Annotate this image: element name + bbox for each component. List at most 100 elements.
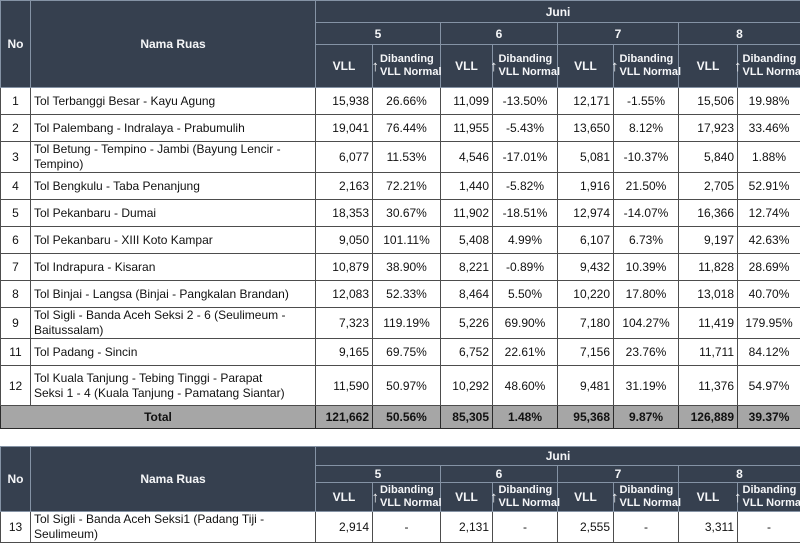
vll-value: 1,440 [441, 173, 493, 200]
vll-value: 10,292 [441, 366, 493, 406]
day-header: 8 [679, 23, 800, 45]
pct-vs-normal-value: 84.12% [738, 339, 800, 366]
pct-vs-normal-value: -10.37% [614, 142, 679, 173]
col-header-vll: VLL [316, 483, 373, 512]
vll-value: 16,366 [679, 200, 738, 227]
vll-value: 15,938 [316, 88, 373, 115]
pct-vs-normal-value: 30.67% [373, 200, 441, 227]
pct-vs-normal-value: 50.97% [373, 366, 441, 406]
pct-vs-normal-value: 11.53% [373, 142, 441, 173]
road-name: Tol Padang - Sincin [31, 339, 316, 366]
vll-value: 9,481 [558, 366, 614, 406]
dibanding-label-line1: Dibanding [743, 484, 800, 497]
dibanding-label-line2: VLL Normal [380, 66, 442, 79]
day-header: 7 [558, 23, 679, 45]
vll-value: 13,018 [679, 281, 738, 308]
pct-vs-normal-value: 38.90% [373, 254, 441, 281]
day-header: 7 [558, 466, 679, 483]
road-name: Tol Sigli - Banda Aceh Seksi 2 - 6 (Seul… [31, 308, 316, 339]
day-header: 6 [441, 23, 558, 45]
vll-value: 5,226 [441, 308, 493, 339]
vll-value: 9,050 [316, 227, 373, 254]
road-name: Tol Pekanbaru - XIII Koto Kampar [31, 227, 316, 254]
up-arrow-icon: ↑ [490, 59, 498, 74]
vll-value: 2,705 [679, 173, 738, 200]
pct-vs-normal-value: -5.82% [493, 173, 558, 200]
vll-value: 4,546 [441, 142, 493, 173]
day-header: 5 [316, 466, 441, 483]
total-vll-value: 95,368 [558, 406, 614, 429]
pct-vs-normal-value: -0.89% [493, 254, 558, 281]
vll-value: 10,220 [558, 281, 614, 308]
vll-value: 7,323 [316, 308, 373, 339]
dibanding-label-line2: VLL Normal [619, 497, 681, 510]
vll-value: 11,828 [679, 254, 738, 281]
up-arrow-icon: ↑ [371, 490, 379, 505]
vll-value: 19,041 [316, 115, 373, 142]
vll-value: 13,650 [558, 115, 614, 142]
pct-vs-normal-value: 8.12% [614, 115, 679, 142]
road-name: Tol Kuala Tanjung - Tebing Tinggi - Para… [31, 366, 316, 406]
road-name: Tol Sigli - Banda Aceh Seksi1 (Padang Ti… [31, 512, 316, 543]
vll-value: 3,311 [679, 512, 738, 543]
pct-vs-normal-value: 12.74% [738, 200, 800, 227]
col-header-no: No [1, 1, 31, 88]
pct-vs-normal-value: 72.21% [373, 173, 441, 200]
road-name-line2: Seksi 1 - 4 (Kuala Tanjung - Pamatang Si… [34, 386, 312, 401]
pct-vs-normal-value: 40.70% [738, 281, 800, 308]
vll-value: 10,879 [316, 254, 373, 281]
up-arrow-icon: ↑ [611, 59, 619, 74]
pct-vs-normal-value: 5.50% [493, 281, 558, 308]
pct-vs-normal-value: 1.88% [738, 142, 800, 173]
col-header-vll: VLL [441, 45, 493, 88]
vll-value: 11,099 [441, 88, 493, 115]
vll-value: 5,081 [558, 142, 614, 173]
total-pct-value: 50.56% [373, 406, 441, 429]
pct-vs-normal-value: 179.95% [738, 308, 800, 339]
pct-vs-normal-value: 42.63% [738, 227, 800, 254]
pct-vs-normal-value: 19.98% [738, 88, 800, 115]
dibanding-label-line1: Dibanding [498, 53, 560, 66]
col-header-vll: VLL [316, 45, 373, 88]
pct-vs-normal-value: 31.19% [614, 366, 679, 406]
table-gap [0, 429, 800, 446]
row-number: 9 [1, 308, 31, 339]
dibanding-label-line2: VLL Normal [743, 66, 800, 79]
vll-value: 11,902 [441, 200, 493, 227]
pct-vs-normal-value: - [493, 512, 558, 543]
pct-vs-normal-value: 104.27% [614, 308, 679, 339]
road-name-line1: Tol Kuala Tanjung - Tebing Tinggi - Para… [34, 371, 312, 386]
total-pct-value: 9.87% [614, 406, 679, 429]
vll-value: 12,974 [558, 200, 614, 227]
road-name: Tol Palembang - Indralaya - Prabumulih [31, 115, 316, 142]
dibanding-label-line2: VLL Normal [498, 66, 560, 79]
up-arrow-icon: ↑ [734, 59, 742, 74]
vll-value: 12,171 [558, 88, 614, 115]
day-header: 6 [441, 466, 558, 483]
pct-vs-normal-value: 23.76% [614, 339, 679, 366]
dibanding-label-line1: Dibanding [380, 484, 442, 497]
road-name: Tol Terbanggi Besar - Kayu Agung [31, 88, 316, 115]
vll-value: 6,077 [316, 142, 373, 173]
pct-vs-normal-value: -5.43% [493, 115, 558, 142]
pct-vs-normal-value: -14.07% [614, 200, 679, 227]
vll-value: 8,464 [441, 281, 493, 308]
total-label: Total [1, 406, 316, 429]
row-number: 12 [1, 366, 31, 406]
pct-vs-normal-value: 76.44% [373, 115, 441, 142]
vll-value: 6,107 [558, 227, 614, 254]
